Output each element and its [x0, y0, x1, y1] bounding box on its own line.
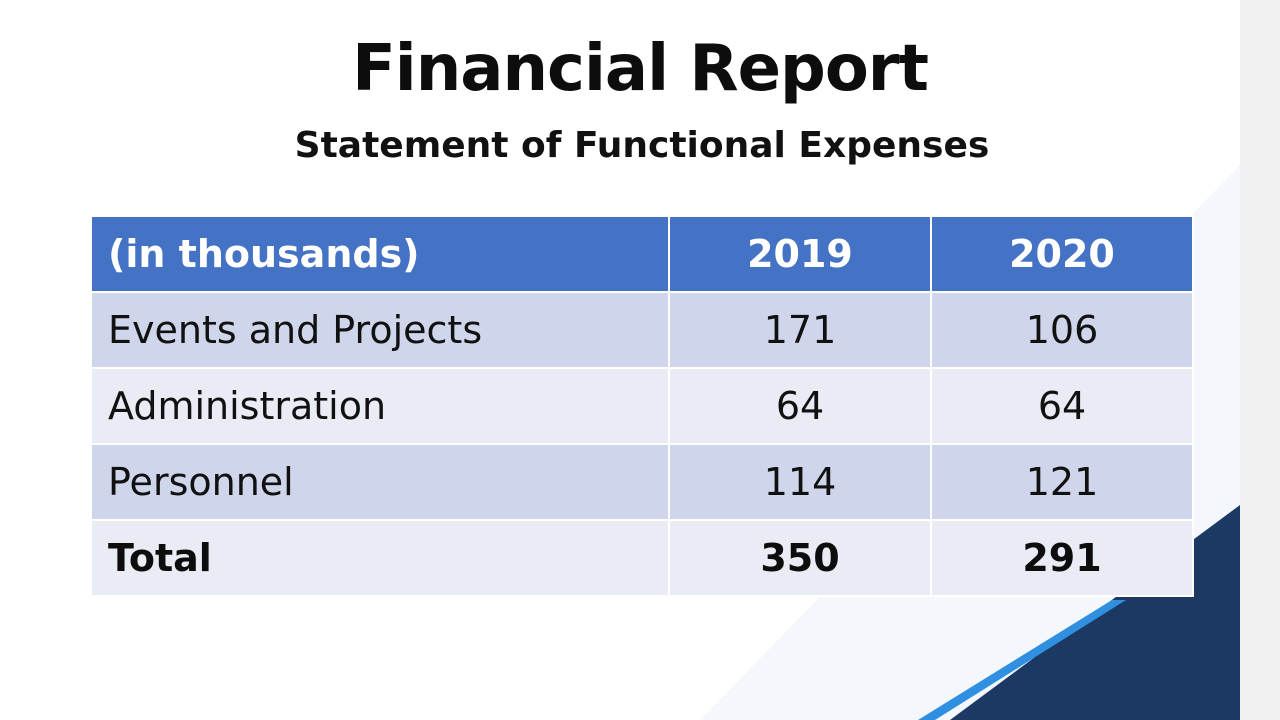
value-2019: 114 [668, 443, 932, 521]
table-row: Events and Projects 171 106 [90, 291, 1194, 369]
row-label: Total [90, 519, 670, 597]
value-2019: 64 [668, 367, 932, 445]
header-2020: 2020 [930, 215, 1194, 293]
header-units: (in thousands) [90, 215, 670, 293]
value-2020: 106 [930, 291, 1194, 369]
expenses-table: (in thousands) 2019 2020 Events and Proj… [90, 215, 1194, 597]
value-2019: 350 [668, 519, 932, 597]
slide-subtitle: Statement of Functional Expenses [294, 125, 990, 166]
row-label: Administration [90, 367, 670, 445]
row-label: Events and Projects [90, 291, 670, 369]
value-2020: 64 [930, 367, 1194, 445]
window-margin [1240, 0, 1280, 720]
slide-title: Financial Report [352, 32, 929, 106]
total-row: Total 350 291 [90, 519, 1194, 597]
slide: Financial Report Statement of Functional… [90, 32, 1240, 720]
blue-stripe [918, 600, 1126, 720]
table-row: Personnel 114 121 [90, 443, 1194, 521]
value-2019: 171 [668, 291, 932, 369]
value-2020: 291 [930, 519, 1194, 597]
value-2020: 121 [930, 443, 1194, 521]
row-label: Personnel [90, 443, 670, 521]
table-row: Administration 64 64 [90, 367, 1194, 445]
header-2019: 2019 [668, 215, 932, 293]
table-header-row: (in thousands) 2019 2020 [90, 215, 1194, 293]
